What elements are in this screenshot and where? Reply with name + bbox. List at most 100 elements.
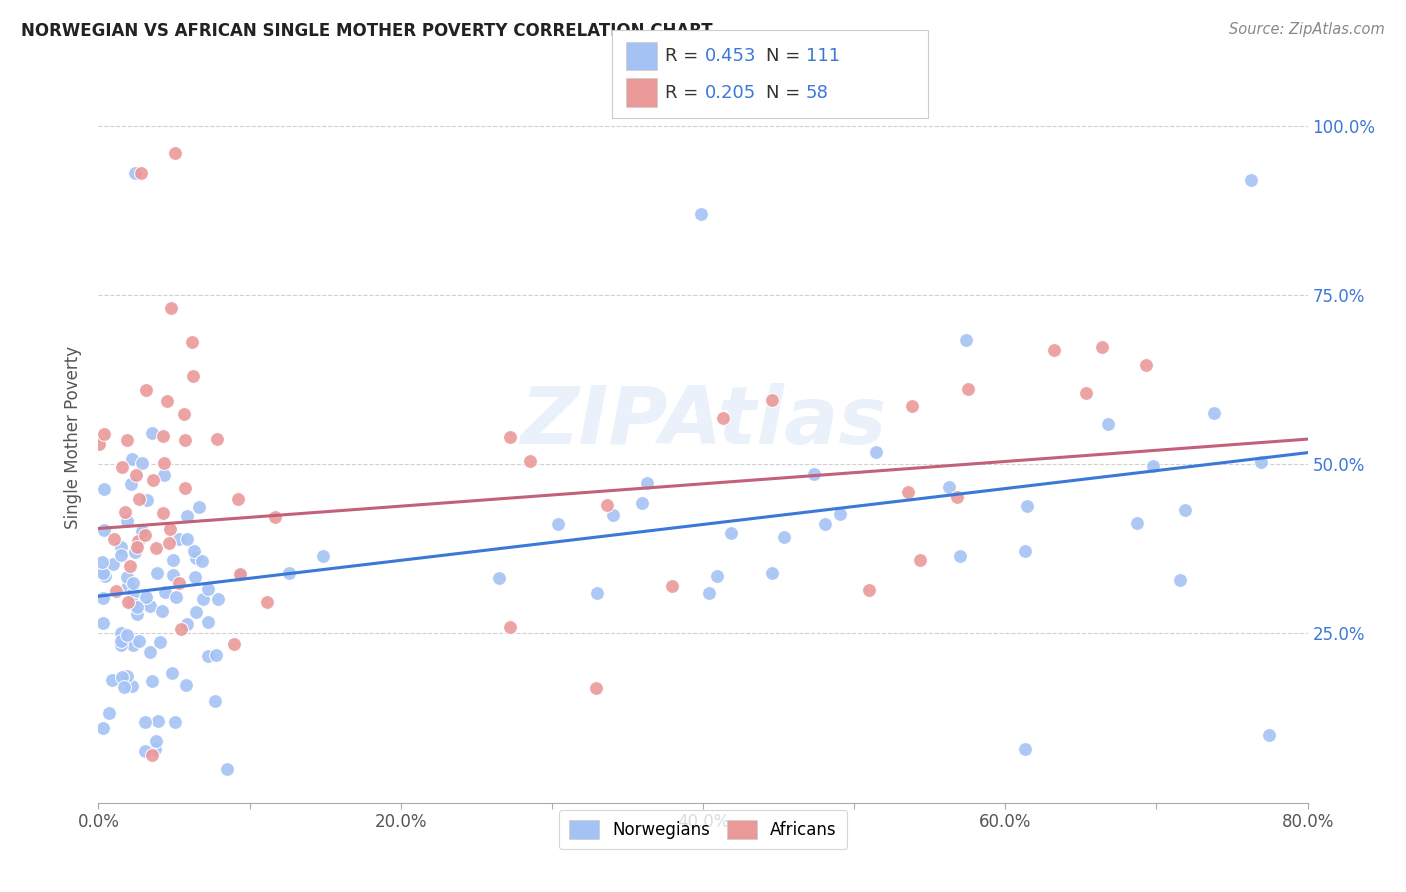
Point — [661, 579, 683, 593]
Point — [110, 548, 132, 562]
Point — [127, 533, 149, 548]
Point — [145, 741, 167, 756]
Point — [229, 568, 252, 582]
Point — [136, 493, 159, 508]
Point — [91, 566, 114, 580]
Point — [910, 553, 932, 567]
Point — [111, 460, 134, 475]
Point — [761, 566, 783, 581]
Point — [135, 590, 157, 604]
Point — [1240, 172, 1263, 186]
Point — [101, 558, 124, 572]
Point — [104, 583, 127, 598]
Point — [630, 496, 652, 510]
Point — [828, 507, 851, 521]
Point — [205, 648, 228, 663]
Text: 0.205: 0.205 — [704, 84, 755, 102]
Point — [153, 585, 176, 599]
Point — [193, 591, 215, 606]
Point — [117, 578, 139, 592]
Point — [176, 508, 198, 523]
Point — [197, 648, 219, 663]
Point — [93, 523, 115, 537]
Point — [115, 570, 138, 584]
Point — [956, 382, 979, 396]
Point — [110, 626, 132, 640]
Point — [1257, 728, 1279, 742]
Point — [91, 721, 114, 735]
Point — [165, 145, 187, 160]
Point — [697, 586, 720, 600]
Point — [87, 437, 110, 451]
Point — [1097, 417, 1119, 431]
Point — [256, 595, 278, 609]
Point — [152, 507, 174, 521]
Point — [134, 528, 156, 542]
Point — [948, 549, 970, 564]
Point — [174, 678, 197, 692]
Point — [111, 670, 134, 684]
Point — [184, 550, 207, 565]
Point — [184, 605, 207, 619]
Point — [176, 617, 198, 632]
Point — [585, 681, 607, 695]
Point — [162, 553, 184, 567]
Point — [1202, 406, 1225, 420]
Legend: Norwegians, Africans: Norwegians, Africans — [560, 810, 846, 849]
Text: ZIPAtlas: ZIPAtlas — [520, 384, 886, 461]
Point — [94, 568, 117, 582]
Point — [141, 673, 163, 688]
Point — [135, 384, 157, 398]
Point — [125, 468, 148, 483]
Point — [1250, 455, 1272, 469]
Point — [207, 592, 229, 607]
Point — [148, 714, 170, 728]
Point — [1076, 386, 1098, 401]
Point — [803, 467, 825, 482]
Point — [93, 482, 115, 496]
Point — [128, 633, 150, 648]
Point — [174, 433, 197, 447]
Point — [162, 567, 184, 582]
Point — [114, 505, 136, 519]
Point — [773, 530, 796, 544]
Point — [1014, 544, 1036, 558]
Point — [180, 335, 202, 350]
Point — [90, 555, 112, 569]
Point — [142, 473, 165, 487]
Point — [1090, 340, 1112, 354]
Point — [217, 762, 239, 776]
Point — [160, 666, 183, 681]
Text: 58: 58 — [806, 84, 828, 102]
Point — [145, 541, 167, 555]
Point — [955, 334, 977, 348]
Point — [121, 585, 143, 599]
Point — [128, 492, 150, 507]
Point — [711, 411, 734, 425]
Point — [858, 582, 880, 597]
Point — [115, 628, 138, 642]
Point — [169, 532, 191, 546]
Point — [141, 747, 163, 762]
Point — [499, 430, 522, 444]
Point — [165, 590, 187, 604]
Point — [156, 393, 179, 408]
Point — [121, 576, 143, 591]
Point — [1168, 574, 1191, 588]
Point — [1142, 458, 1164, 473]
Point — [121, 638, 143, 652]
Point — [124, 166, 146, 180]
Text: 111: 111 — [806, 47, 839, 65]
Point — [97, 706, 120, 720]
Point — [900, 399, 922, 413]
Point — [1043, 343, 1066, 358]
Point — [602, 508, 624, 522]
Point — [226, 492, 249, 507]
Text: N =: N = — [766, 47, 806, 65]
Point — [197, 582, 219, 596]
Point — [165, 714, 187, 729]
Point — [761, 392, 783, 407]
Point — [127, 607, 149, 621]
Y-axis label: Single Mother Poverty: Single Mother Poverty — [65, 345, 83, 529]
Point — [586, 586, 609, 600]
